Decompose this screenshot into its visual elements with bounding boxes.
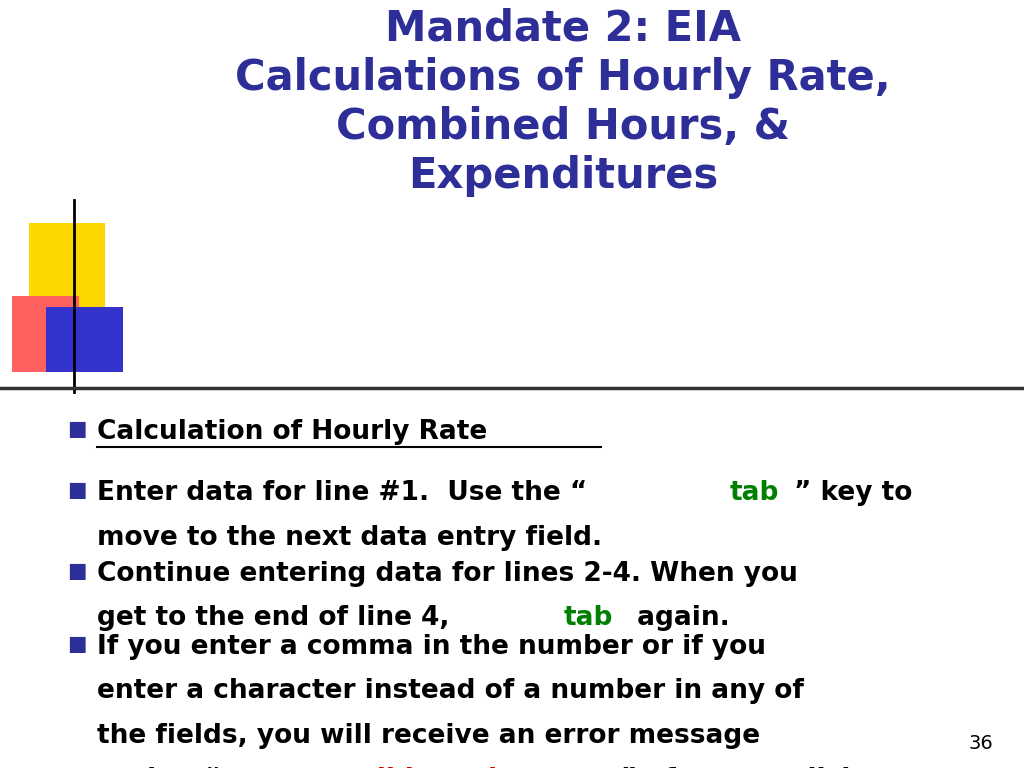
Text: move to the next data entry field.: move to the next data entry field. <box>97 525 602 551</box>
Bar <box>29 223 105 311</box>
Text: ■: ■ <box>67 480 87 500</box>
Text: If you enter a comma in the number or if you: If you enter a comma in the number or if… <box>97 634 766 660</box>
Text: Calculation of Hourly Rate: Calculation of Hourly Rate <box>97 419 487 445</box>
Text: tab: tab <box>564 605 613 631</box>
Text: again.: again. <box>628 605 729 631</box>
Text: 36: 36 <box>969 733 993 753</box>
Text: Continue entering data for lines 2-4. When you: Continue entering data for lines 2-4. Wh… <box>97 561 798 587</box>
Text: Mandate 2: EIA
Calculations of Hourly Rate,
Combined Hours, &
Expenditures: Mandate 2: EIA Calculations of Hourly Ra… <box>236 8 891 197</box>
Text: enter a character instead of a number in any of: enter a character instead of a number in… <box>97 678 804 704</box>
Bar <box>46 307 123 372</box>
Text: get to the end of line 4,: get to the end of line 4, <box>97 605 459 631</box>
Text: the fields, you will receive an error message: the fields, you will receive an error me… <box>97 723 761 749</box>
Text: ■: ■ <box>67 634 87 654</box>
Text: ■: ■ <box>67 419 87 439</box>
Text: ■: ■ <box>67 561 87 581</box>
Bar <box>12 296 79 372</box>
Text: ” after you click on: ” after you click on <box>620 767 905 768</box>
Text: Enter data for line #1.  Use the “: Enter data for line #1. Use the “ <box>97 480 588 506</box>
Text: not a valid number: not a valid number <box>256 767 539 768</box>
Text: saying “: saying “ <box>97 767 220 768</box>
Text: ” key to: ” key to <box>794 480 912 506</box>
Text: tab: tab <box>730 480 779 506</box>
